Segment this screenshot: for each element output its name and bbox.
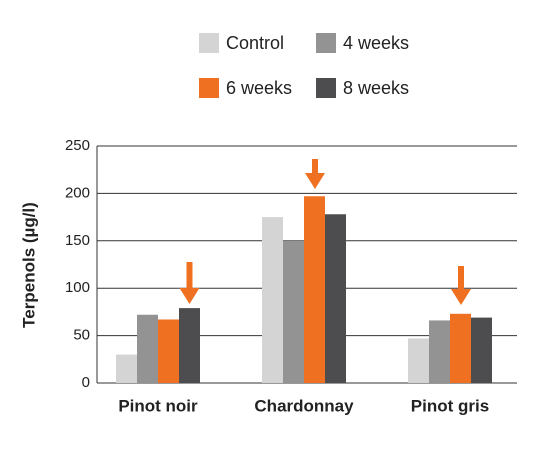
highlight-arrows — [179, 159, 471, 305]
bar — [304, 196, 325, 383]
bar — [283, 240, 304, 383]
legend-swatch — [199, 78, 219, 98]
legend-swatch — [316, 33, 336, 53]
legend-swatch — [199, 33, 219, 53]
y-tick-label: 100 — [65, 279, 90, 296]
y-tick-label: 200 — [65, 184, 90, 201]
bar — [137, 314, 158, 383]
y-tick-label: 0 — [82, 374, 90, 391]
y-tick-label: 250 — [65, 137, 90, 154]
bar — [408, 338, 429, 383]
x-tick-label: Pinot gris — [411, 396, 489, 415]
arrow — [179, 262, 200, 304]
arrow — [305, 159, 325, 189]
y-axis-label: Terpenols (µg/l) — [19, 202, 38, 328]
y-tick-label: 150 — [65, 232, 90, 249]
legend-swatch — [316, 78, 336, 98]
legend-label: 6 weeks — [226, 78, 292, 98]
legend-label: 8 weeks — [343, 78, 409, 98]
bar — [179, 308, 200, 383]
bar — [158, 319, 179, 383]
legend-label: Control — [226, 33, 284, 53]
legend-label: 4 weeks — [343, 33, 409, 53]
arrow — [451, 266, 471, 305]
bar — [325, 214, 346, 383]
bar — [429, 320, 450, 383]
bar — [262, 217, 283, 383]
x-tick-label: Pinot noir — [118, 396, 198, 415]
bar — [450, 313, 471, 383]
bar — [116, 354, 137, 383]
y-tick-label: 50 — [73, 327, 90, 344]
x-tick-label: Chardonnay — [254, 396, 354, 415]
bar — [471, 317, 492, 383]
